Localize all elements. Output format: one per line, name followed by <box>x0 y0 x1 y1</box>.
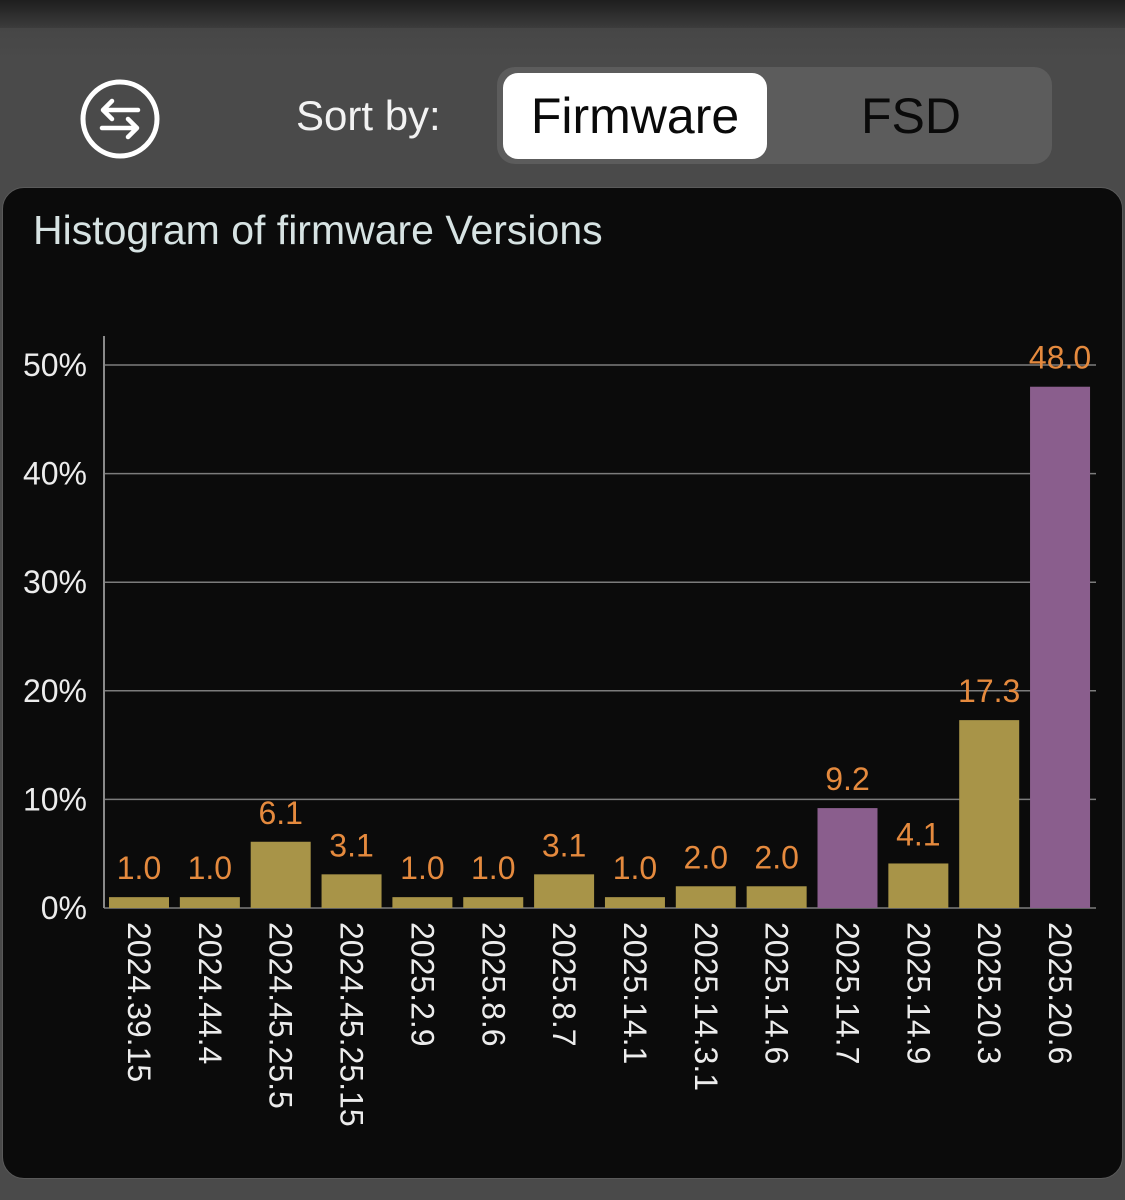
swap-arrows-icon[interactable] <box>78 77 162 161</box>
bar[interactable] <box>746 886 807 908</box>
x-tick-label: 2025.8.6 <box>475 922 511 1047</box>
bars <box>109 386 1091 909</box>
x-tick-label: 2025.20.3 <box>971 922 1007 1064</box>
x-tick-label: 2024.39.15 <box>121 922 157 1082</box>
y-tick-label: 30% <box>23 564 87 600</box>
x-tick-label: 2025.20.6 <box>1042 922 1078 1064</box>
y-tick-label: 40% <box>23 456 87 492</box>
segment-firmware[interactable]: Firmware <box>503 73 767 159</box>
bar[interactable] <box>817 808 878 908</box>
x-tick-label: 2025.14.1 <box>617 922 653 1064</box>
bar-value-label: 9.2 <box>825 761 869 797</box>
y-axis-ticks: 0% 10% 20% 30% 40% 50% <box>23 347 87 926</box>
bar-value-label: 48.0 <box>1029 340 1091 376</box>
x-tick-label: 2025.2.9 <box>404 922 440 1047</box>
x-tick-label: 2025.14.9 <box>900 922 936 1064</box>
bar-value-label: 2.0 <box>754 839 798 875</box>
bar-value-label: 3.1 <box>329 827 373 863</box>
sort-segmented-control: Firmware FSD <box>497 67 1052 164</box>
bar-value-label: 6.1 <box>258 795 302 831</box>
device-top-edge <box>0 0 1125 28</box>
x-tick-label: 2025.14.3.1 <box>688 922 724 1091</box>
bar-value-label: 1.0 <box>117 850 161 886</box>
y-tick-label: 0% <box>41 890 87 926</box>
chart-title: Histogram of firmware Versions <box>33 207 603 253</box>
grid-lines <box>104 364 1096 909</box>
x-tick-label: 2024.45.25.15 <box>334 922 370 1127</box>
bar[interactable] <box>1030 386 1091 909</box>
bar-value-label: 1.0 <box>400 850 444 886</box>
bar-value-label: 3.1 <box>542 827 586 863</box>
bar-value-label: 4.1 <box>896 816 940 852</box>
x-tick-label: 2024.45.25.5 <box>263 922 299 1109</box>
bar-value-label: 2.0 <box>684 839 728 875</box>
bar-value-label: 17.3 <box>958 673 1020 709</box>
bar[interactable] <box>250 841 311 908</box>
bar[interactable] <box>534 874 595 908</box>
segment-fsd[interactable]: FSD <box>861 88 961 144</box>
bar[interactable] <box>604 897 665 908</box>
x-tick-label: 2025.8.7 <box>546 922 582 1047</box>
x-tick-label: 2025.14.7 <box>830 922 866 1064</box>
bar[interactable] <box>463 897 524 908</box>
y-tick-label: 10% <box>23 781 87 817</box>
sort-toolbar: Sort by: Firmware FSD <box>0 60 1125 170</box>
bar[interactable] <box>959 720 1020 908</box>
y-tick-label: 20% <box>23 673 87 709</box>
x-tick-label: 2025.14.6 <box>759 922 795 1064</box>
bar[interactable] <box>321 874 382 908</box>
bar[interactable] <box>675 886 736 908</box>
bar-value-label: 1.0 <box>471 850 515 886</box>
histogram-card: Histogram of firmware Versions 0% 10% 20% 3… <box>2 187 1123 1179</box>
sort-by-label: Sort by: <box>296 92 441 139</box>
bar-value-label: 1.0 <box>188 850 232 886</box>
bar[interactable] <box>179 897 240 908</box>
bar[interactable] <box>109 897 169 908</box>
bar[interactable] <box>392 897 453 908</box>
data-labels: 1.0 1.0 6.1 3.1 1.0 1.0 3.1 1.0 2.0 2.0 9.2 4.1 17.3… <box>117 340 1091 886</box>
x-tick-label: 2024.44.4 <box>192 922 228 1064</box>
y-tick-label: 50% <box>23 347 87 383</box>
x-axis-ticks: 2024.39.15 2024.44.4 2024.45.25.5 2024.45.2… <box>121 922 1078 1127</box>
histogram-chart: 0%10%20%30%40%50% 1.0 1.06.13.11.0 1.03.11… <box>23 336 1096 1127</box>
bar[interactable] <box>888 863 949 908</box>
bar-value-label: 1.0 <box>613 850 657 886</box>
